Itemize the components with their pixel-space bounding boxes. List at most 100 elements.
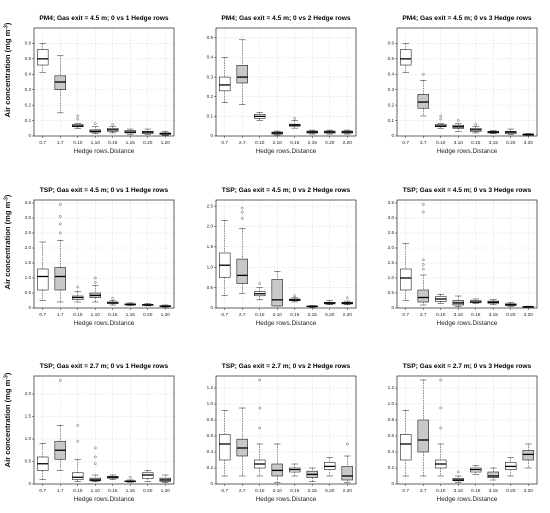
- x-tick-label: 3.15: [489, 140, 499, 146]
- plot-frame: [33, 199, 175, 309]
- y-tick-label: 1.0: [25, 436, 32, 441]
- x-tick-label: 1.10: [91, 312, 101, 318]
- x-tick-label: 0.20: [325, 488, 335, 494]
- y-tick-label: 2.5: [388, 230, 395, 235]
- box-3.7: [417, 72, 429, 117]
- y-tick-label: 0.1: [388, 118, 395, 123]
- outlier-point: [58, 215, 62, 218]
- y-tick-label: 0: [28, 481, 31, 486]
- outlier-point: [93, 462, 97, 466]
- outlier-point: [111, 297, 115, 300]
- iqr-box: [341, 466, 353, 481]
- y-tick-label: 0.5: [25, 459, 32, 464]
- box-3.20: [522, 133, 534, 136]
- x-tick-label: 0.15: [108, 312, 118, 318]
- outlier-point: [421, 210, 425, 214]
- x-tick-label: 3.10: [454, 140, 464, 146]
- y-tick-label: 0.1: [25, 118, 32, 123]
- outlier-point: [93, 455, 97, 459]
- outlier-point: [421, 72, 425, 76]
- iqr-box: [236, 258, 248, 284]
- box-2.7: [236, 407, 248, 477]
- iqr-box: [37, 268, 49, 291]
- x-tick-label: 0.7: [221, 312, 228, 318]
- box-1.10: [89, 122, 101, 134]
- x-tick-label: 0.10: [436, 140, 446, 146]
- box-0.10: [254, 378, 266, 477]
- outlier-point: [345, 442, 349, 446]
- y-axis-label-row-3: Air concentration (mg m-3): [3, 372, 12, 467]
- x-tick-label: 0.20: [325, 140, 335, 146]
- x-tick-label: 0.10: [73, 140, 83, 146]
- x-tick-label: 1.7: [57, 140, 64, 146]
- y-tick-label: 0.2: [388, 102, 395, 107]
- x-tick-label: 0.7: [402, 140, 409, 146]
- outlier-point: [93, 281, 97, 284]
- x-tick-label: 2.15: [308, 488, 318, 494]
- outlier-point: [76, 117, 80, 121]
- outlier-point: [111, 123, 115, 126]
- outlier-point: [456, 470, 460, 474]
- box-0.10: [254, 282, 266, 301]
- y-tick-label: 0.4: [207, 449, 214, 454]
- panel-1: PM4; Gas exit = 4.5 m; 0 vs 1 Hedge rows…: [25, 15, 175, 155]
- box-0.15: [470, 123, 482, 134]
- y-tick-label: 0.2: [207, 94, 214, 99]
- box-2.7: [236, 39, 248, 105]
- iqr-box: [54, 267, 66, 291]
- y-tick-label: 1.2: [207, 385, 214, 390]
- outlier-point: [93, 276, 97, 280]
- y-tick-label: 0.4: [207, 55, 214, 60]
- box-3.10: [452, 295, 464, 307]
- y-tick-label: 0.2: [388, 465, 395, 470]
- iqr-box: [271, 279, 283, 307]
- box-3.7: [417, 379, 429, 477]
- outlier-point: [93, 446, 97, 450]
- y-tick-label: 2.0: [25, 245, 32, 250]
- box-0.20: [505, 457, 517, 477]
- box-0.20: [142, 470, 154, 482]
- x-tick-label: 1.15: [126, 140, 136, 146]
- box-1.7: [54, 379, 66, 471]
- box-1.10: [89, 446, 101, 482]
- plot-frame: [215, 27, 357, 137]
- y-tick-label: 2.5: [207, 203, 214, 208]
- x-tick-label: 1.10: [91, 140, 101, 146]
- box-0.7: [400, 410, 412, 477]
- x-tick-label: 2.15: [308, 312, 318, 318]
- box-0.7: [37, 241, 49, 301]
- x-tick-label: 2.7: [239, 140, 246, 146]
- x-tick-label: 0.15: [290, 140, 300, 146]
- box-2.10: [271, 443, 283, 483]
- y-tick-label: 0.1: [207, 114, 214, 119]
- iqr-box: [417, 289, 429, 303]
- y-tick-label: 2.0: [388, 245, 395, 250]
- y-tick-label: 1.5: [25, 260, 32, 265]
- box-2.15: [306, 305, 318, 308]
- outlier-point: [58, 203, 62, 206]
- x-axis-label: Hedge rows.Distance: [74, 148, 135, 155]
- y-tick-label: 1.0: [207, 264, 214, 269]
- y-tick-label: 3.5: [388, 200, 395, 205]
- outlier-point: [474, 123, 478, 126]
- box-1.20: [159, 131, 171, 136]
- outlier-point: [258, 406, 262, 410]
- box-0.20: [142, 303, 154, 307]
- x-tick-label: 0.20: [143, 140, 153, 146]
- x-tick-label: 2.10: [273, 488, 283, 494]
- outlier-point: [258, 378, 262, 382]
- y-tick-label: 0: [210, 481, 213, 486]
- box-0.20: [324, 300, 336, 305]
- outlier-point: [58, 379, 62, 382]
- iqr-box: [400, 434, 412, 461]
- panel-title: TSP; Gas exit = 4.5 m; 0 vs 3 Hedge rows: [403, 187, 532, 194]
- box-1.20: [159, 474, 171, 483]
- box-0.20: [324, 129, 336, 135]
- outlier-point: [58, 222, 62, 226]
- box-1.20: [159, 304, 171, 308]
- box-0.7: [219, 410, 231, 477]
- box-3.10: [452, 119, 464, 132]
- outlier-point: [76, 439, 80, 443]
- panel-9: TSP; Gas exit = 2.7 m; 0 vs 3 Hedge rows…: [388, 363, 538, 503]
